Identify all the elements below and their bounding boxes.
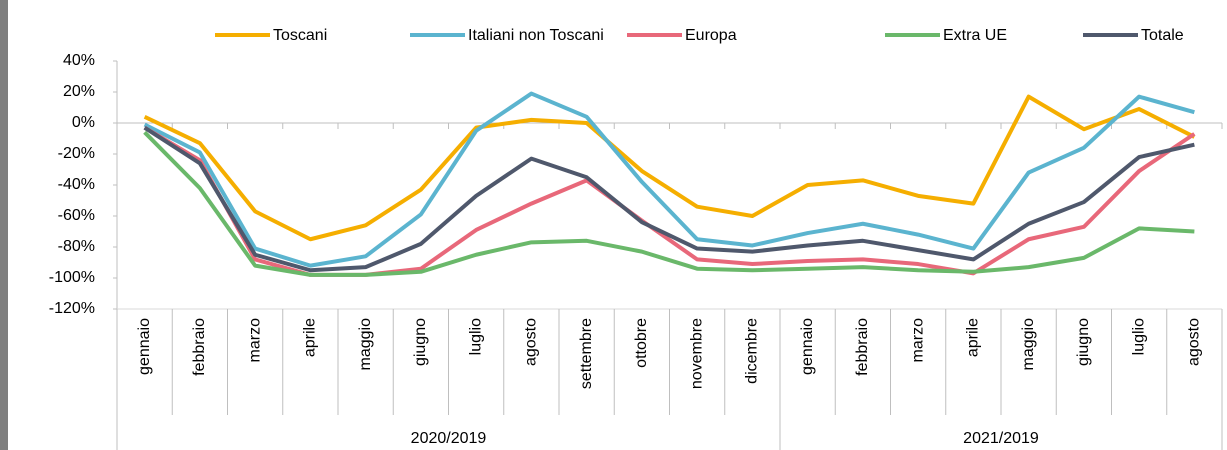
legend-label: Europa [685, 27, 737, 44]
legend-label: Totale [1141, 27, 1184, 44]
x-tick-label: agosto [523, 318, 540, 366]
x-tick-label: giugno [1075, 318, 1092, 366]
y-tick-label: -60% [58, 207, 95, 224]
x-tick-label: gennaio [136, 318, 153, 375]
x-tick-label: marzo [246, 318, 263, 363]
x-tick-label: aprile [302, 318, 319, 357]
legend-label: Toscani [273, 27, 327, 44]
y-tick-label: 20% [63, 83, 95, 100]
group-label: 2020/2019 [411, 430, 487, 447]
x-tick-label: ottobre [633, 318, 650, 368]
x-tick-label: luglio [1130, 318, 1147, 355]
y-tick-label: 40% [63, 52, 95, 69]
x-tick-label: dicembre [744, 318, 761, 384]
series-line [143, 91, 1195, 268]
x-tick-label: luglio [467, 318, 484, 355]
x-tick-label: febbraio [854, 318, 871, 376]
y-tick-label: -120% [49, 300, 95, 317]
x-tick-label: maggio [1020, 318, 1037, 371]
group-label: 2021/2019 [963, 430, 1039, 447]
x-tick-label: novembre [688, 318, 705, 389]
x-tick-label: giugno [412, 318, 429, 366]
legend-label: Extra UE [943, 27, 1007, 44]
series-line [143, 125, 1195, 273]
x-tick-label: febbraio [191, 318, 208, 376]
series-line [143, 130, 1195, 277]
series-line [143, 94, 1196, 242]
legend-label: Italiani non Toscani [468, 27, 604, 44]
x-tick-label: settembre [578, 318, 595, 389]
x-tick-label: gennaio [799, 318, 816, 375]
left-border [0, 0, 8, 450]
x-tick-label: marzo [909, 318, 926, 363]
y-tick-label: -100% [49, 269, 95, 286]
y-tick-label: -20% [58, 145, 95, 162]
y-tick-label: -80% [58, 238, 95, 255]
x-tick-label: aprile [965, 318, 982, 357]
x-tick-label: agosto [1186, 318, 1203, 366]
y-tick-label: -40% [58, 176, 95, 193]
x-tick-label: maggio [357, 318, 374, 371]
y-tick-label: 0% [72, 114, 95, 131]
